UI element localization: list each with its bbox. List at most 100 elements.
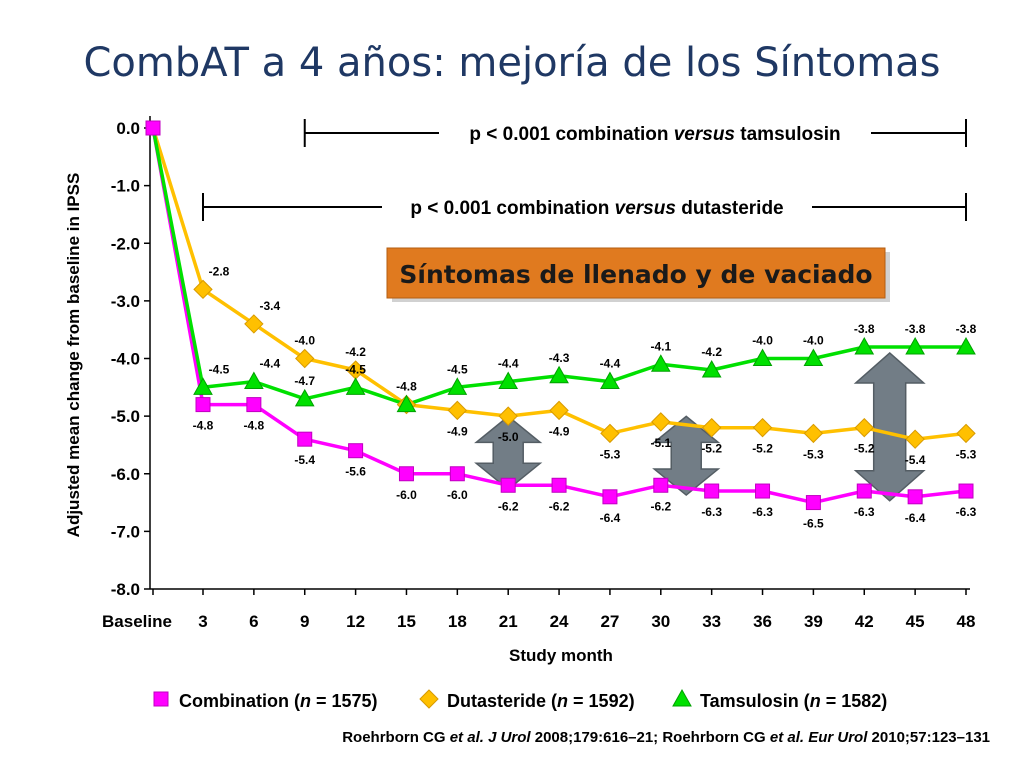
dutasteride-value-label: -5.3 (956, 447, 977, 461)
combination-point (551, 477, 567, 493)
tamsulosin-point (905, 336, 925, 355)
dutasteride-value-label: -4.0 (294, 334, 315, 348)
tamsulosin-value-label: -3.8 (854, 322, 875, 336)
x-tick-label: 3 (198, 612, 207, 631)
combination-point (958, 483, 974, 499)
tamsulosin-point (244, 371, 264, 390)
combination-point (500, 477, 516, 493)
combination-value-label: -6.3 (956, 505, 977, 519)
significance-label-part: versus (674, 124, 735, 145)
y-tick-label: 0.0 (116, 119, 140, 138)
tamsulosin-point (447, 377, 468, 395)
combination-point (755, 483, 771, 499)
legend-label-part: Dutasteride ( (447, 691, 557, 711)
y-tick-label: -4.0 (111, 350, 140, 369)
legend-label: Tamsulosin (n = 1582) (700, 691, 887, 711)
significance-label-part: p < 0.001 combination (410, 198, 614, 219)
tamsulosin-point (803, 348, 824, 366)
combination-value-label: -6.2 (498, 499, 519, 513)
dutasteride-value-label: -5.4 (905, 453, 926, 467)
dutasteride-value-label: -5.3 (600, 447, 621, 461)
x-tick-label: 6 (249, 612, 258, 631)
dutasteride-point (498, 406, 518, 426)
combination-point (297, 431, 313, 447)
dutasteride-value-label: -4.9 (549, 424, 570, 438)
combination-value-label: -6.3 (701, 505, 722, 519)
tamsulosin-point (193, 377, 213, 395)
y-tick-label: -2.0 (111, 234, 140, 253)
significance-label: p < 0.001 combination versus tamsulosin (469, 124, 840, 145)
combination-point (145, 120, 161, 136)
combination-point (246, 397, 262, 413)
combination-value-label: -6.4 (600, 511, 621, 525)
combination-value-label: -6.2 (650, 499, 671, 513)
x-tick-label: 27 (600, 612, 619, 631)
dutasteride-point (600, 423, 620, 444)
tamsulosin-value-label: -4.5 (345, 362, 366, 376)
source-citation-part: 2010;57:123–131 (867, 729, 990, 746)
x-tick-label: 9 (300, 612, 309, 631)
significance-label-part: tamsulosin (735, 124, 841, 145)
tamsulosin-point (650, 354, 671, 372)
legend-label-part: = 1582) (821, 691, 888, 711)
x-tick-label: 45 (906, 612, 925, 631)
axes-group: 0.0 -1.0 -2.0 -3.0 -4.0 -5.0 -6.0 -7.0 -8.0 Basel… (64, 116, 975, 665)
tamsulosin-point (549, 365, 569, 384)
tamsulosin-value-label: -4.4 (600, 357, 621, 371)
combination-point (348, 443, 364, 459)
source-citation-part: Roehrborn CG (342, 729, 450, 746)
dutasteride-point (803, 423, 824, 444)
tamsulosin-value-label: -4.1 (650, 339, 671, 353)
x-tick-label: 30 (651, 612, 670, 631)
combination-value-label: -6.0 (396, 488, 417, 502)
data-labels: -4.8 -4.8 -5.4 -5.6 -6.0 -6.0 -6.2 -6.2 -6.4 -6.2… (193, 264, 977, 530)
y-tick-label: -6.0 (111, 465, 140, 484)
legend-marker (419, 689, 439, 709)
source-citation-part: 2008;179:616–21; Roehrborn CG (530, 729, 770, 746)
y-axis-title: Adjusted mean change from baseline in IP… (64, 173, 83, 538)
legend-label: Dutasteride (n = 1592) (447, 691, 635, 711)
combination-value-label: -6.4 (905, 511, 926, 525)
combination-value-label: -4.8 (244, 419, 265, 433)
significance-brackets: p < 0.001 combination versus tamsulosinp… (202, 119, 967, 221)
x-tick-label: Baseline (102, 612, 172, 631)
dutasteride-point (905, 429, 925, 449)
combination-value-label: -5.4 (294, 453, 315, 467)
dutasteride-point (193, 279, 213, 300)
dutasteride-value-label: -5.2 (752, 442, 773, 456)
x-tick-label: 39 (804, 612, 823, 631)
combination-point (653, 477, 669, 493)
source-citation-part: et al. Eur Urol (769, 729, 868, 746)
dutasteride-point (854, 417, 874, 438)
combination-value-label: -6.3 (752, 505, 773, 519)
combination-point (805, 495, 821, 511)
dutasteride-point (752, 417, 773, 438)
dutasteride-value-label: -2.8 (209, 264, 230, 278)
legend-marker (153, 691, 169, 707)
dutasteride-point (701, 417, 722, 438)
legend-label-part: n (300, 691, 311, 711)
combination-point (195, 397, 211, 413)
dutasteride-value-label: -5.1 (650, 436, 671, 450)
y-tick-label: -3.0 (111, 292, 140, 311)
combination-value-label: -4.8 (193, 419, 214, 433)
combination-value-label: -5.6 (345, 465, 366, 479)
y-tick-label: -5.0 (111, 407, 140, 426)
combination-value-label: -6.2 (549, 499, 570, 513)
tamsulosin-point (498, 371, 519, 390)
significance-label: p < 0.001 combination versus dutasteride (410, 198, 783, 219)
legend-label-part: = 1575) (311, 691, 378, 711)
legend-label-part: Tamsulosin ( (700, 691, 810, 711)
tamsulosin-value-label: -4.7 (294, 374, 315, 388)
legend-label-part: = 1592) (568, 691, 635, 711)
legend-marker (672, 688, 692, 707)
dutasteride-point (651, 412, 671, 432)
dutasteride-value-label: -3.4 (260, 299, 281, 313)
tamsulosin-value-label: -4.4 (260, 357, 281, 371)
tamsulosin-point (345, 377, 366, 395)
combination-value-label: -6.0 (447, 488, 468, 502)
x-tick-label: 21 (499, 612, 518, 631)
combination-point (907, 489, 923, 505)
series-group (145, 120, 976, 511)
dutasteride-point (295, 348, 315, 369)
